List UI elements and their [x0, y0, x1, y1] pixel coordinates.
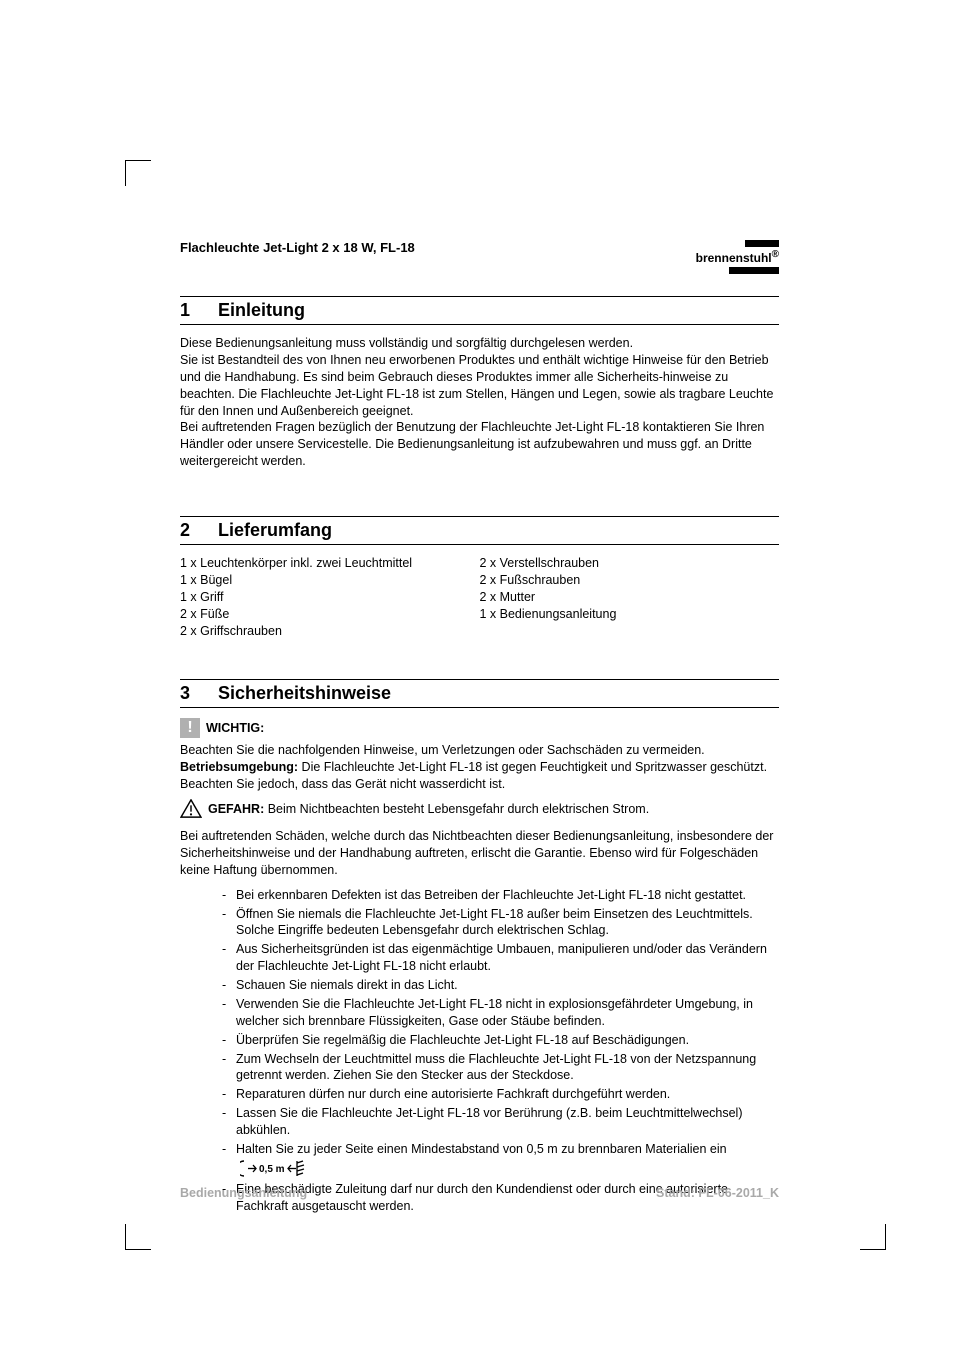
list-item: 1 x Leuchtenkörper inkl. zwei Leuchtmitt…: [180, 555, 480, 572]
list-item: Überprüfen Sie regelmäßig die Flachleuch…: [222, 1032, 779, 1049]
distance-icon: 0,5 m: [240, 1158, 310, 1179]
list-item: Aus Sicherheitsgründen ist das eigenmäch…: [222, 941, 779, 975]
list-item: Öffnen Sie niemals die Flachleuchte Jet-…: [222, 906, 779, 940]
product-title: Flachleuchte Jet-Light 2 x 18 W, FL-18: [180, 240, 415, 255]
brand-logo: brennenstuhl®: [696, 240, 779, 274]
text: Sie ist Bestandteil des von Ihnen neu er…: [180, 353, 773, 418]
section-num: 2: [180, 520, 218, 541]
brand-suffix: ®: [772, 249, 779, 260]
list-item: 2 x Fußschrauben: [480, 572, 780, 589]
section-num: 1: [180, 300, 218, 321]
list-item: 2 x Füße: [180, 606, 480, 623]
section-heading-2: 2Lieferumfang: [180, 516, 779, 545]
section-heading-3: 3Sicherheitshinweise: [180, 679, 779, 708]
crop-mark: [125, 160, 151, 186]
header: Flachleuchte Jet-Light 2 x 18 W, FL-18 b…: [180, 240, 779, 274]
list-item: Zum Wechseln der Leuchtmittel muss die F…: [222, 1051, 779, 1085]
scope-col-left: 1 x Leuchtenkörper inkl. zwei Leuchtmitt…: [180, 555, 480, 639]
list-item: 2 x Verstellschrauben: [480, 555, 780, 572]
section-heading-1: 1Einleitung: [180, 296, 779, 325]
list-item: Reparaturen dürfen nur durch eine autori…: [222, 1086, 779, 1103]
list-item: Bei erkennbaren Defekten ist das Betreib…: [222, 887, 779, 904]
section-title: Lieferumfang: [218, 520, 332, 540]
danger-label: GEFAHR:: [208, 802, 264, 816]
danger-callout: GEFAHR: Beim Nichtbeachten besteht Leben…: [180, 799, 779, 818]
page: Flachleuchte Jet-Light 2 x 18 W, FL-18 b…: [0, 0, 954, 1350]
warning-triangle-icon: [180, 799, 202, 818]
crop-mark: [125, 1224, 151, 1250]
intro-paragraph: Diese Bedienungsanleitung muss vollständ…: [180, 335, 779, 470]
text: Bei auftretenden Fragen bezüglich der Be…: [180, 420, 764, 468]
env-label: Betriebsumgebung:: [180, 760, 298, 774]
text: Halten Sie zu jeder Seite einen Mindesta…: [236, 1142, 727, 1156]
brand-name: brennenstuhl: [696, 251, 772, 265]
important-callout: ! WICHTIG:: [180, 718, 779, 738]
disclaimer: Bei auftretenden Schäden, welche durch d…: [180, 828, 779, 879]
list-item: 1 x Bügel: [180, 572, 480, 589]
scope-of-delivery: 1 x Leuchtenkörper inkl. zwei Leuchtmitt…: [180, 555, 779, 639]
list-item: 2 x Mutter: [480, 589, 780, 606]
exclamation-icon: !: [180, 718, 200, 738]
text: Diese Bedienungsanleitung muss vollständ…: [180, 336, 633, 350]
list-item: 2 x Griffschrauben: [180, 623, 480, 640]
section-title: Einleitung: [218, 300, 305, 320]
list-item: 1 x Bedienungsanleitung: [480, 606, 780, 623]
danger-text: Beim Nichtbeachten besteht Lebensgefahr …: [264, 802, 649, 816]
footer-left: Bedienungsanleitung: [180, 1186, 307, 1200]
safety-list: Bei erkennbaren Defekten ist das Betreib…: [222, 887, 779, 1215]
important-text: Beachten Sie die nachfolgenden Hinweise,…: [180, 742, 779, 793]
distance-label: 0,5 m: [259, 1164, 285, 1175]
section-num: 3: [180, 683, 218, 704]
list-item: 1 x Griff: [180, 589, 480, 606]
page-footer: Bedienungsanleitung Stand: FL-06-2011_K: [180, 1186, 779, 1200]
important-label: WICHTIG:: [206, 721, 264, 735]
crop-mark: [860, 1224, 886, 1250]
list-item: Halten Sie zu jeder Seite einen Mindesta…: [222, 1141, 779, 1179]
scope-col-right: 2 x Verstellschrauben 2 x Fußschrauben 2…: [480, 555, 780, 639]
list-item: Schauen Sie niemals direkt in das Licht.: [222, 977, 779, 994]
list-item: Verwenden Sie die Flachleuchte Jet-Light…: [222, 996, 779, 1030]
list-item: Lassen Sie die Flachleuchte Jet-Light FL…: [222, 1105, 779, 1139]
section-title: Sicherheitshinweise: [218, 683, 391, 703]
text: Beachten Sie die nachfolgenden Hinweise,…: [180, 743, 705, 757]
footer-right: Stand: FL-06-2011_K: [656, 1186, 779, 1200]
